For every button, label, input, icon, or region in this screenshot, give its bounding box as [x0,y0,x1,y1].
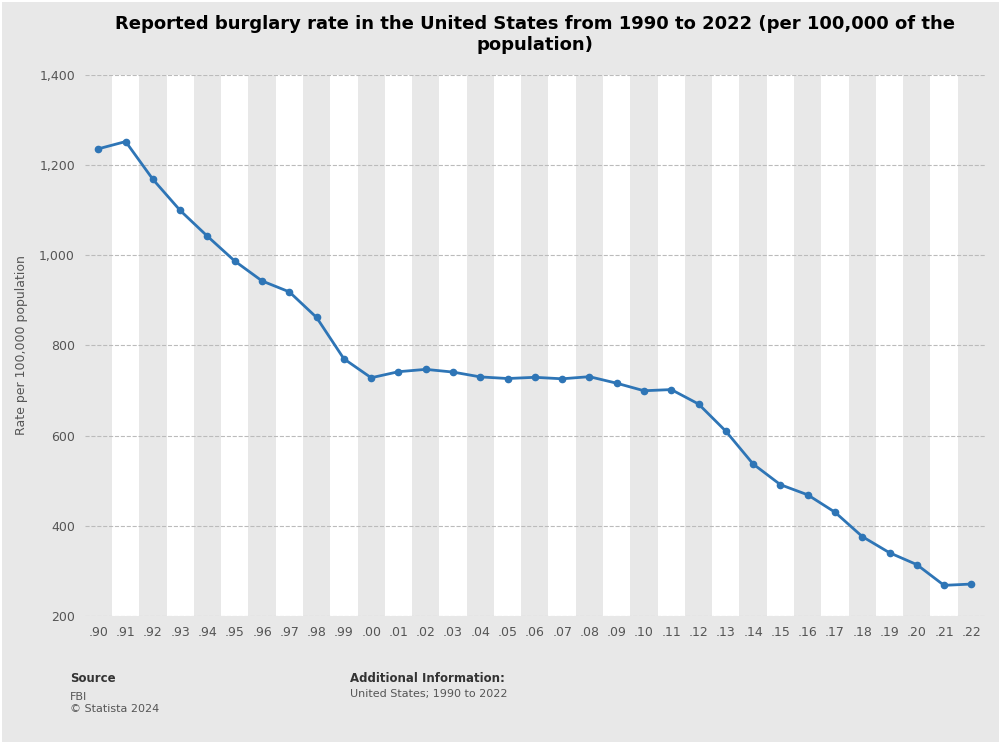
Text: Additional Information:: Additional Information: [350,672,505,685]
Bar [630,75,658,616]
Bar [576,75,603,616]
Bar [85,75,112,616]
Bar [849,75,876,616]
Bar [794,75,821,616]
Y-axis label: Rate per 100,000 population: Rate per 100,000 population [15,256,28,435]
Bar [521,75,548,616]
Bar [467,75,494,616]
Bar [412,75,439,616]
Bar [958,75,985,616]
Title: Reported burglary rate in the United States from 1990 to 2022 (per 100,000 of th: Reported burglary rate in the United Sta… [115,15,955,53]
Text: Source: Source [70,672,116,685]
Bar [303,75,330,616]
Text: United States; 1990 to 2022: United States; 1990 to 2022 [350,689,508,698]
Bar [903,75,930,616]
Bar [358,75,385,616]
Bar [194,75,221,616]
Text: FBI
© Statista 2024: FBI © Statista 2024 [70,692,159,714]
Bar [248,75,276,616]
Bar [685,75,712,616]
Bar [739,75,767,616]
Bar [139,75,167,616]
